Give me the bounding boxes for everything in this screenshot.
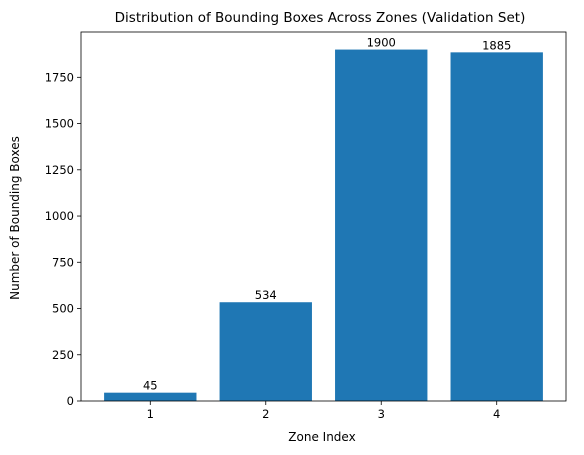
bar-zone-4: [450, 52, 543, 402]
bar-zone-2: [219, 302, 312, 401]
y-tick-label: 750: [52, 255, 74, 269]
data-label-zone-4: 1885: [482, 38, 511, 52]
data-labels: 45 534 1900 1885: [143, 36, 511, 393]
y-axis-ticks: 0 250 500 750 1000 1250 1500 1750: [45, 70, 81, 408]
chart-title: Distribution of Bounding Boxes Across Zo…: [115, 10, 526, 26]
plot-area: 45 534 1900 1885 0 250 500 750 1000 1250 1500 1750…: [45, 31, 567, 421]
y-tick-label: 1000: [45, 209, 74, 223]
x-axis-label: Zone Index: [288, 430, 355, 444]
bar-zone-1: [104, 392, 197, 401]
x-tick-label: 4: [493, 407, 500, 421]
bars: [104, 49, 543, 402]
y-tick-label: 1750: [45, 70, 74, 84]
axes-frame: [80, 31, 567, 402]
x-tick-label: 2: [262, 407, 269, 421]
x-axis-ticks: 1 2 3 4: [147, 401, 500, 421]
y-tick-label: 1250: [45, 163, 74, 177]
y-tick-label: 500: [52, 302, 74, 316]
data-label-zone-2: 534: [255, 288, 277, 302]
data-label-zone-3: 1900: [367, 36, 396, 50]
bar-zone-3: [335, 49, 428, 401]
y-tick-label: 250: [52, 348, 74, 362]
y-tick-label: 0: [67, 394, 74, 408]
data-label-zone-1: 45: [143, 379, 158, 393]
y-tick-label: 1500: [45, 117, 74, 131]
x-tick-label: 1: [147, 407, 154, 421]
y-axis-label: Number of Bounding Boxes: [8, 136, 22, 300]
x-tick-label: 3: [378, 407, 385, 421]
